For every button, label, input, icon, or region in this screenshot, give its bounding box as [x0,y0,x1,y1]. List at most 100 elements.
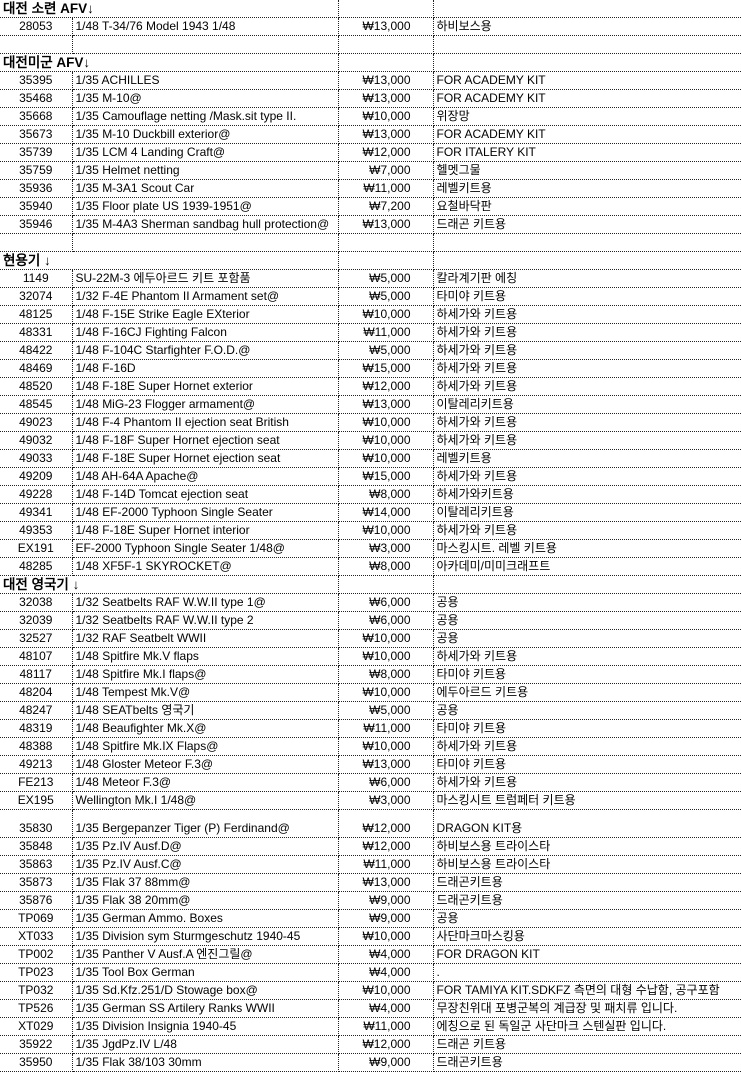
product-note-cell[interactable]: 드래곤 키트용 [433,1035,741,1054]
product-note-cell[interactable]: 공용 [433,701,741,720]
product-name-cell[interactable]: 1/48 F-14D Tomcat ejection seat [72,485,339,504]
product-code-cell[interactable]: 48319 [0,719,73,738]
product-name-cell[interactable]: 1/48 Spitfire Mk.IX Flaps@ [72,737,339,756]
product-note-cell[interactable]: 하비보스용 트라이스타 [433,837,741,856]
product-price-cell[interactable]: ₩11,000 [338,1017,434,1036]
product-code-cell[interactable]: 35759 [0,161,73,180]
section-title[interactable]: 현용기 ↓ [0,251,339,270]
product-note-cell[interactable]: 레벨키트용 [433,449,741,468]
product-note-cell[interactable]: 요철바닥판 [433,197,741,216]
empty-cell[interactable] [433,233,741,252]
product-price-cell[interactable]: ₩10,000 [338,683,434,702]
product-name-cell[interactable]: 1/32 RAF Seatbelt WWII [72,629,339,648]
product-note-cell[interactable]: 하비보스용 [433,17,741,36]
product-price-cell[interactable]: ₩15,000 [338,359,434,378]
product-price-cell[interactable]: ₩9,000 [338,909,434,928]
product-price-cell[interactable]: ₩13,000 [338,89,434,108]
product-name-cell[interactable]: 1/35 Panther V Ausf.A 엔진그릴@ [72,945,339,964]
product-note-cell[interactable]: 드래곤 키트용 [433,215,741,234]
product-name-cell[interactable]: 1/32 Seatbelts RAF W.W.II type 1@ [72,593,339,612]
product-note-cell[interactable]: 드래곤키트용 [433,891,741,910]
empty-cell[interactable] [433,53,741,72]
product-note-cell[interactable]: 하세가와 키트용 [433,467,741,486]
product-code-cell[interactable]: 35863 [0,855,73,874]
product-code-cell[interactable]: 35673 [0,125,73,144]
product-name-cell[interactable]: 1/35 M-10@ [72,89,339,108]
product-name-cell[interactable]: 1/35 Helmet netting [72,161,339,180]
product-price-cell[interactable]: ₩6,000 [338,773,434,792]
product-code-cell[interactable]: EX191 [0,539,73,558]
product-name-cell[interactable]: 1/35 Camouflage netting /Mask.sit type I… [72,107,339,126]
product-name-cell[interactable]: 1/35 Flak 38/103 30mm [72,1053,339,1072]
product-note-cell[interactable]: 이탈레리키트용 [433,503,741,522]
product-code-cell[interactable]: TP526 [0,999,73,1018]
product-note-cell[interactable]: 공용 [433,593,741,612]
product-price-cell[interactable]: ₩11,000 [338,323,434,342]
product-note-cell[interactable]: 하세가와 키트용 [433,431,741,450]
product-code-cell[interactable]: 48545 [0,395,73,414]
product-note-cell[interactable]: 타미야 키트용 [433,755,741,774]
product-code-cell[interactable]: 28053 [0,17,73,36]
product-note-cell[interactable]: 칼라계기판 에칭 [433,269,741,288]
product-price-cell[interactable]: ₩10,000 [338,629,434,648]
product-price-cell[interactable]: ₩10,000 [338,305,434,324]
product-name-cell[interactable]: SU-22M-3 에두아르드 키트 포함품 [72,269,339,288]
product-note-cell[interactable]: 공용 [433,629,741,648]
product-code-cell[interactable]: 35876 [0,891,73,910]
empty-cell[interactable] [433,251,741,270]
product-code-cell[interactable]: 48125 [0,305,73,324]
product-name-cell[interactable]: 1/35 Floor plate US 1939-1951@ [72,197,339,216]
product-note-cell[interactable]: 마스킹시트 트럼페터 키트용 [433,791,741,810]
product-code-cell[interactable]: TP023 [0,963,73,982]
product-name-cell[interactable]: 1/35 Sd.Kfz.251/D Stowage box@ [72,981,339,1000]
empty-cell[interactable] [72,35,339,54]
empty-cell[interactable] [338,35,434,54]
empty-cell[interactable] [433,35,741,54]
product-name-cell[interactable]: 1/35 Pz.IV Ausf.C@ [72,855,339,874]
product-price-cell[interactable]: ₩8,000 [338,557,434,576]
product-note-cell[interactable]: 레벨키트용 [433,179,741,198]
section-title[interactable]: 대전 영국기 ↓ [0,575,339,594]
product-code-cell[interactable]: 35668 [0,107,73,126]
product-price-cell[interactable]: ₩4,000 [338,945,434,964]
product-note-cell[interactable]: 이탈레리키트용 [433,395,741,414]
product-code-cell[interactable]: 32038 [0,593,73,612]
product-price-cell[interactable]: ₩4,000 [338,963,434,982]
product-price-cell[interactable]: ₩7,000 [338,161,434,180]
product-name-cell[interactable]: 1/48 Spitfire Mk.I flaps@ [72,665,339,684]
product-name-cell[interactable]: 1/48 F-18F Super Hornet ejection seat [72,431,339,450]
product-name-cell[interactable]: 1/48 Meteor F.3@ [72,773,339,792]
product-code-cell[interactable]: 48285 [0,557,73,576]
product-note-cell[interactable]: 하세가와 키트용 [433,341,741,360]
product-note-cell[interactable]: FOR ITALERY KIT [433,143,741,162]
product-name-cell[interactable]: EF-2000 Typhoon Single Seater 1/48@ [72,539,339,558]
product-note-cell[interactable]: 아카데미/미미크래프트 [433,557,741,576]
product-name-cell[interactable]: 1/35 Bergepanzer Tiger (P) Ferdinand@ [72,809,339,838]
product-code-cell[interactable]: 49032 [0,431,73,450]
product-note-cell[interactable]: 하세가와 키트용 [433,521,741,540]
product-note-cell[interactable]: FOR ACADEMY KIT [433,89,741,108]
product-name-cell[interactable]: 1/35 Flak 37 88mm@ [72,873,339,892]
product-name-cell[interactable]: 1/35 German SS Artilery Ranks WWII [72,999,339,1018]
product-note-cell[interactable]: FOR TAMIYA KIT.SDKFZ 측면의 대형 수납함, 공구포함 [433,981,741,1000]
product-code-cell[interactable]: 49353 [0,521,73,540]
product-price-cell[interactable]: ₩12,000 [338,143,434,162]
product-price-cell[interactable]: ₩12,000 [338,809,434,838]
product-note-cell[interactable]: 하세가와 키트용 [433,359,741,378]
product-code-cell[interactable]: FE213 [0,773,73,792]
product-price-cell[interactable]: ₩14,000 [338,503,434,522]
product-code-cell[interactable]: 35946 [0,215,73,234]
product-code-cell[interactable]: 35739 [0,143,73,162]
empty-cell[interactable] [338,575,434,594]
product-code-cell[interactable]: 48107 [0,647,73,666]
product-price-cell[interactable]: ₩7,200 [338,197,434,216]
product-note-cell[interactable]: 타미야 키트용 [433,719,741,738]
product-code-cell[interactable]: 48204 [0,683,73,702]
product-note-cell[interactable]: 타미야 키트용 [433,287,741,306]
product-name-cell[interactable]: 1/48 Tempest Mk.V@ [72,683,339,702]
product-note-cell[interactable]: 하비보스용 트라이스타 [433,855,741,874]
product-code-cell[interactable]: 35950 [0,1053,73,1072]
empty-cell[interactable] [0,35,73,54]
product-name-cell[interactable]: 1/48 XF5F-1 SKYROCKET@ [72,557,339,576]
product-name-cell[interactable]: 1/48 F-16CJ Fighting Falcon [72,323,339,342]
